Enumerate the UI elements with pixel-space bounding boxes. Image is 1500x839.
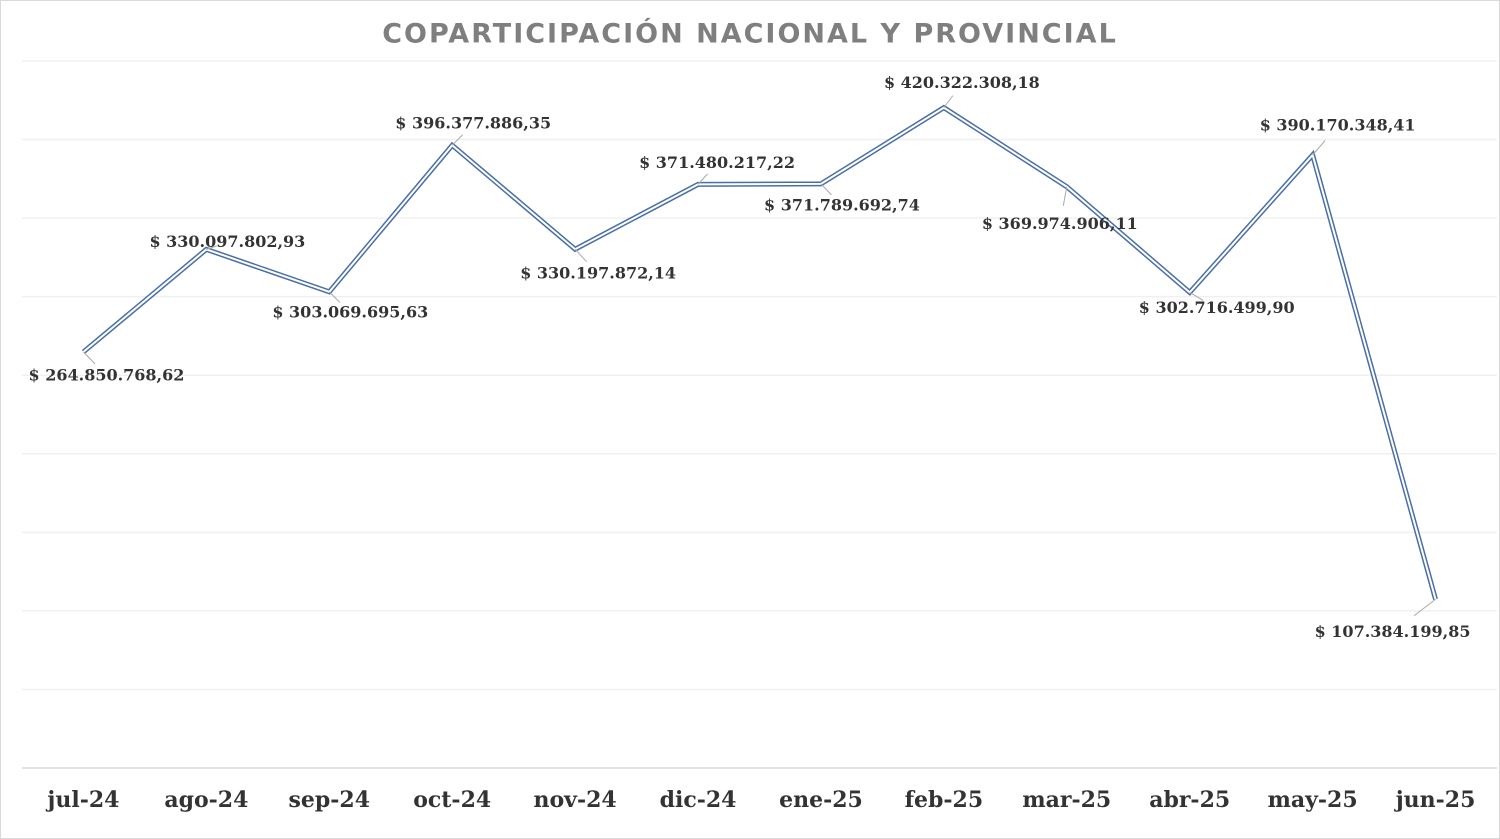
data-label: $ 264.850.768,62 [29,365,185,384]
data-label: $ 369.974.906,11 [982,214,1138,233]
data-line-highlight [82,106,1437,600]
x-tick-label: mar-25 [1022,787,1111,813]
leader-line [1413,598,1436,617]
leader-line [574,248,587,263]
data-label: $ 371.789.692,74 [764,195,920,214]
leader-line [1189,291,1204,301]
data-label: $ 371.480.217,22 [639,153,795,172]
data-label: $ 107.384.199,85 [1315,622,1471,641]
x-tick-label: ago-24 [164,787,248,813]
x-tick-label: dic-24 [660,787,737,813]
leader-line [943,95,954,108]
leader-line [451,134,464,146]
leader-line [206,245,218,250]
x-tick-label: nov-24 [534,787,617,813]
x-tick-label: oct-24 [413,787,491,813]
chart-title: COPARTICIPACIÓN NACIONAL Y PROVINCIAL [382,18,1118,50]
data-label: $ 330.197.872,14 [520,264,676,283]
x-tick-label: jul-24 [45,787,119,813]
x-tick-label: sep-24 [289,787,371,813]
data-label: $ 302.716.499,90 [1139,298,1295,317]
x-tick-label: may-25 [1268,787,1358,813]
leader-line [697,173,708,185]
data-label: $ 303.069.695,63 [272,302,428,321]
data-label: $ 396.377.886,35 [395,114,551,133]
data-label: $ 390.170.348,41 [1260,115,1416,134]
leader-line [820,183,832,196]
x-tick-label: ene-25 [779,787,863,813]
data-label: $ 330.097.802,93 [149,232,305,251]
data-label: $ 420.322.308,18 [884,73,1040,92]
leader-line [83,351,96,365]
x-tick-label: feb-25 [905,787,984,813]
x-tick-label: abr-25 [1149,787,1230,813]
leader-line [1312,140,1326,156]
x-tick-label: jun-25 [1394,787,1476,813]
leader-line [1062,186,1068,206]
leader-line [328,291,341,303]
